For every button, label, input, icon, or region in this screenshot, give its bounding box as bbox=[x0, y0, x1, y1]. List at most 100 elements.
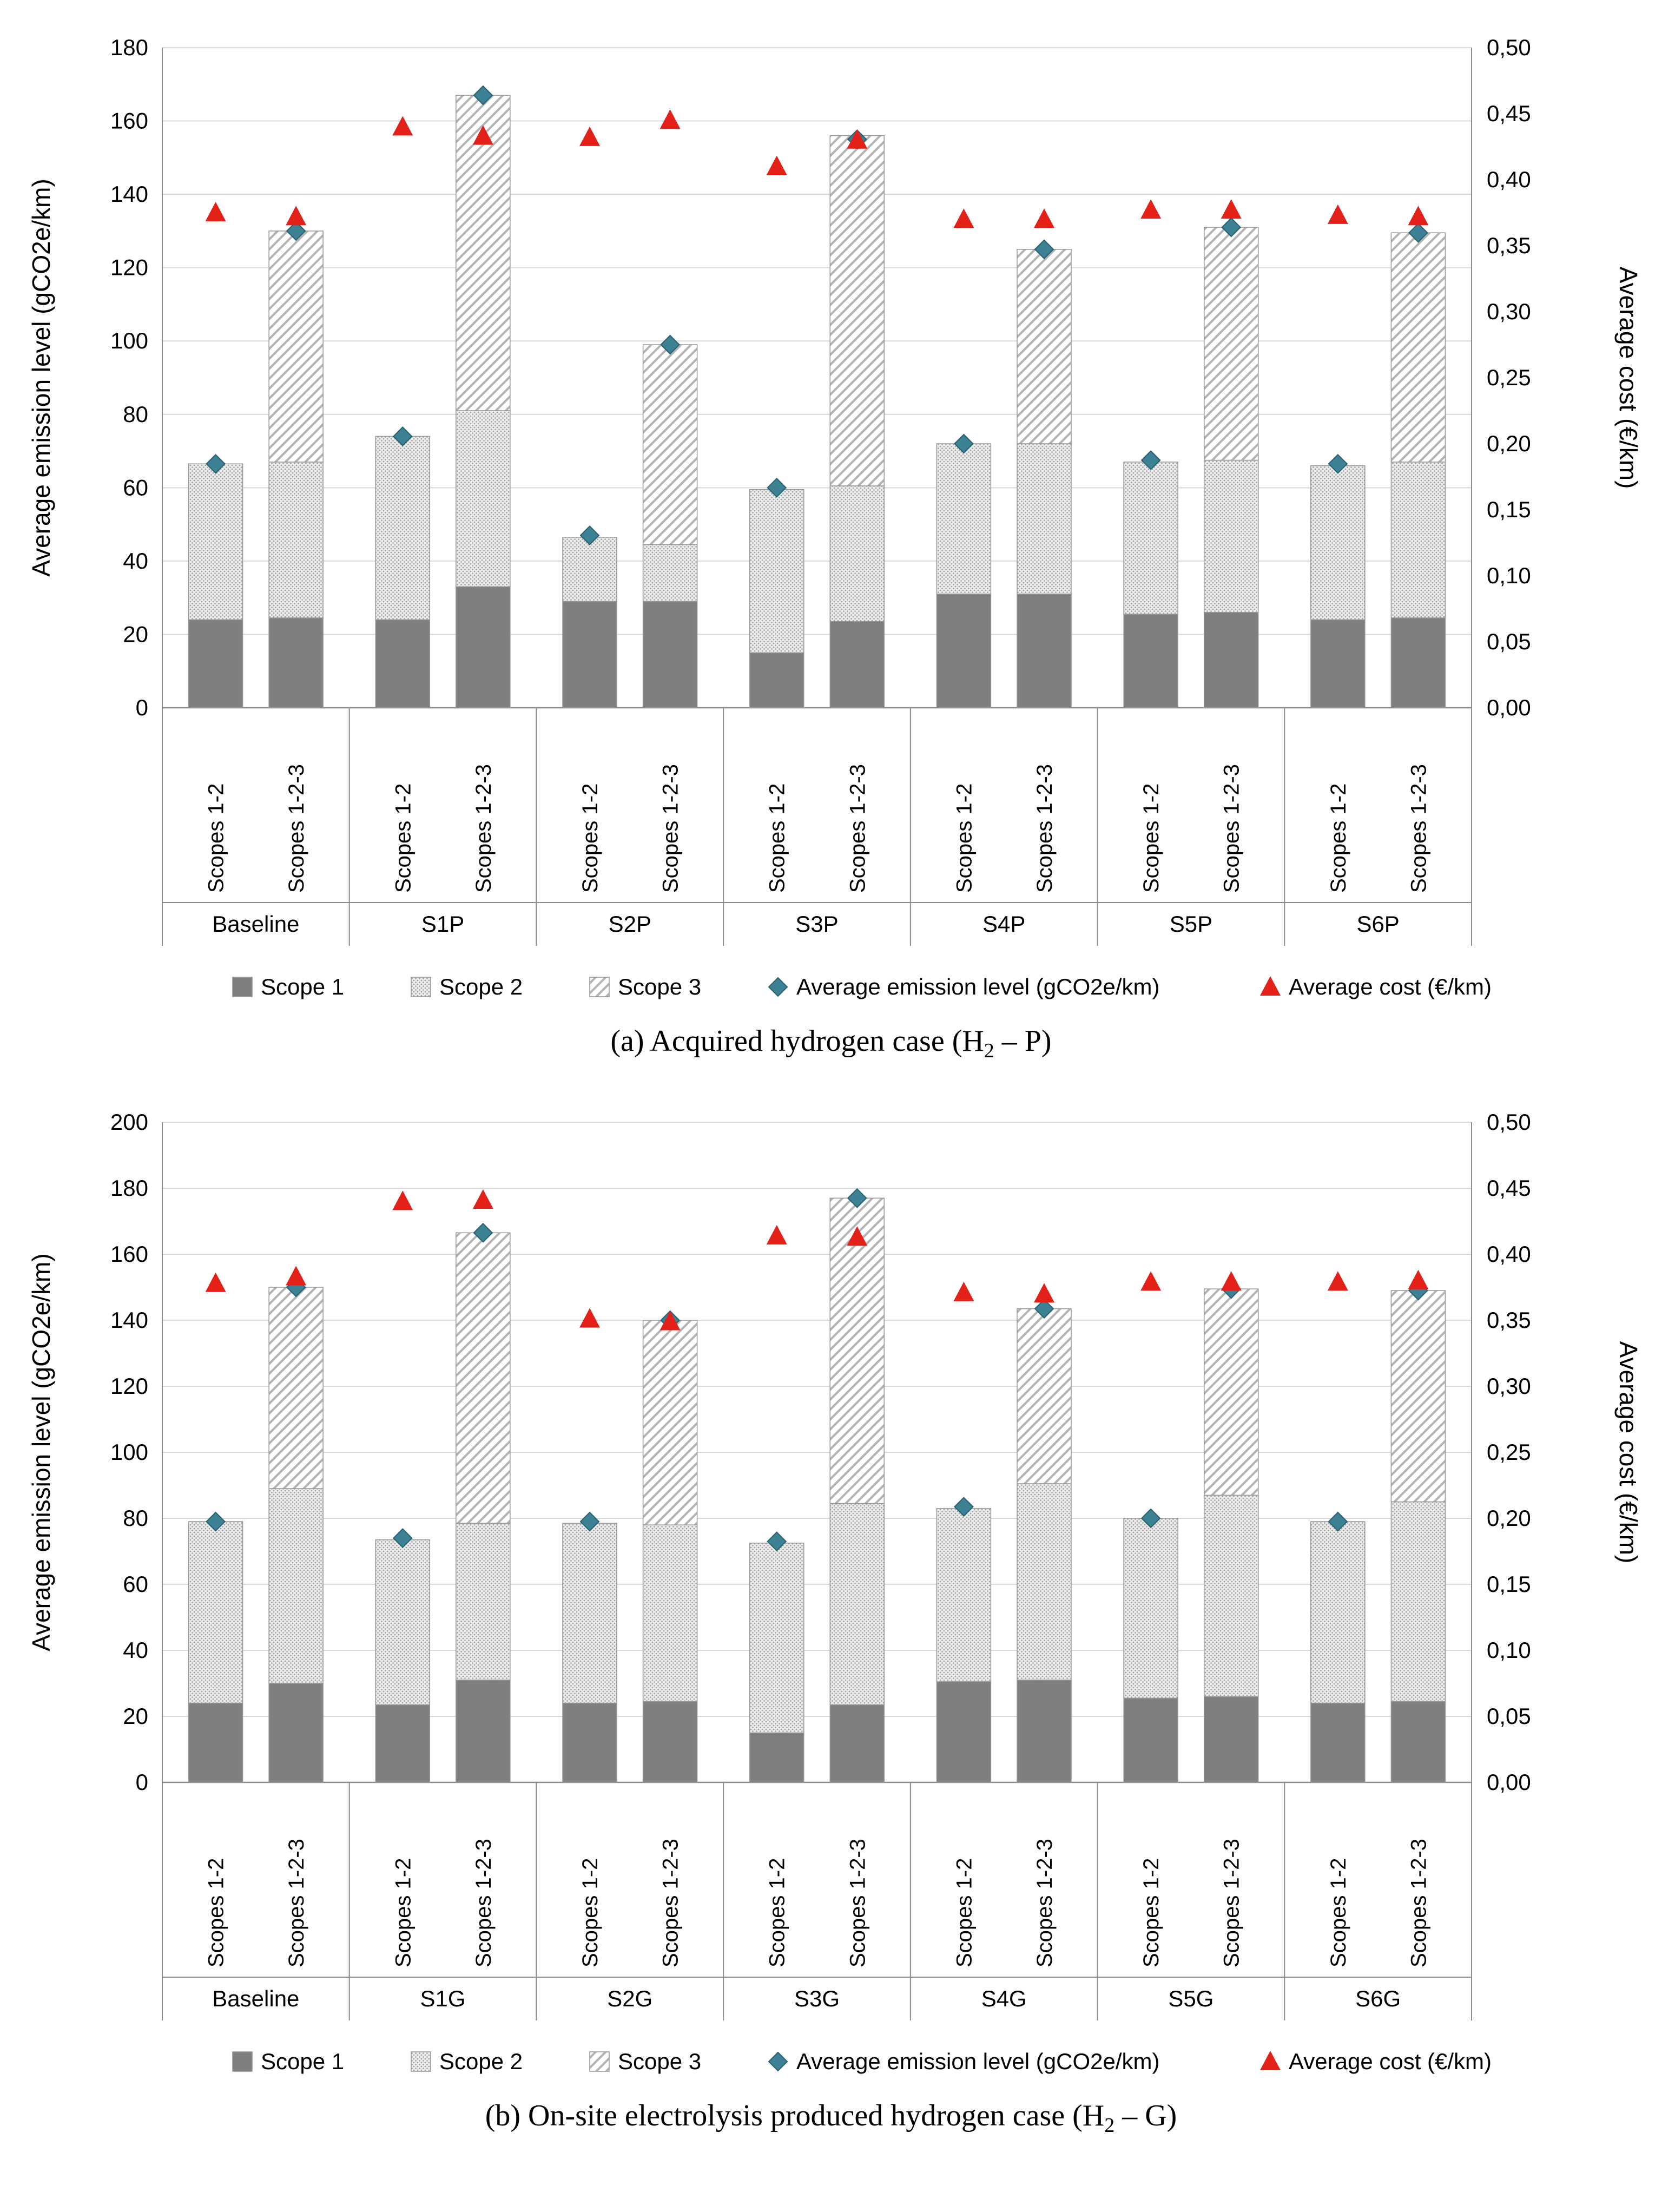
caption-text: (b) On-site electrolysis produced hydrog… bbox=[485, 2099, 1105, 2133]
bar-segment-scope2 bbox=[375, 436, 431, 621]
bar-segment-scope1 bbox=[642, 1701, 698, 1783]
bar-segment-scope1 bbox=[268, 617, 324, 708]
bar-segment-scope2 bbox=[1017, 1483, 1072, 1681]
bar-segment-scope2 bbox=[188, 463, 243, 621]
legend-label: Scope 2 bbox=[439, 2049, 523, 2074]
bar-tick-label: Scopes 1-2 bbox=[766, 1858, 789, 1967]
legend-label: Average cost (€/km) bbox=[1289, 2049, 1492, 2074]
group-label: S3G bbox=[794, 1986, 840, 2011]
right-axis-tick: 0,40 bbox=[1487, 167, 1531, 192]
group-label: S5G bbox=[1168, 1986, 1213, 2011]
left-axis-tick: 100 bbox=[110, 328, 148, 353]
bar-tick-label: Scopes 1-2-3 bbox=[472, 1839, 496, 1967]
cost-triangle-marker bbox=[847, 1226, 868, 1246]
chart-svg: 0 20 40 60 80 100 120 140 160 180 200 0,00 0,05 0,10 0… bbox=[27, 1109, 1643, 2074]
bar-tick-label: Scopes 1-2-3 bbox=[1407, 1839, 1430, 1967]
cost-triangle-marker bbox=[953, 1281, 974, 1301]
bar-segment-scope1 bbox=[1310, 619, 1366, 708]
left-axis-tick: 60 bbox=[123, 475, 148, 500]
cost-triangle-marker bbox=[286, 206, 307, 226]
cost-triangle-marker bbox=[1140, 1271, 1162, 1291]
cost-triangle-marker bbox=[1408, 206, 1429, 226]
left-axis-tick: 60 bbox=[123, 1571, 148, 1597]
bar-segment-scope2 bbox=[829, 1503, 885, 1706]
bar-segment-scope1 bbox=[375, 619, 431, 708]
right-axis-tick: 0,05 bbox=[1487, 1703, 1531, 1729]
legend-swatch-scope2 bbox=[411, 2051, 431, 2072]
cost-triangle-marker bbox=[392, 116, 413, 136]
bar-segment-scope1 bbox=[749, 1732, 804, 1783]
group-label: S6P bbox=[1356, 911, 1399, 937]
right-axis-tick: 0,25 bbox=[1487, 365, 1531, 390]
bar-tick-label: Scopes 1-2 bbox=[766, 784, 789, 893]
bar-segment-scope3 bbox=[1017, 1308, 1072, 1484]
bar-segment-scope2 bbox=[562, 537, 617, 602]
bar-segment-scope2 bbox=[1123, 1518, 1178, 1699]
left-axis-tick: 80 bbox=[123, 401, 148, 427]
cost-triangle-marker bbox=[766, 155, 787, 175]
group-label: S3P bbox=[795, 911, 838, 937]
emission-diamond-marker bbox=[767, 1531, 787, 1552]
emission-diamond-marker bbox=[206, 453, 226, 474]
left-axis-title: Average emission level (gCO2e/km) bbox=[27, 179, 55, 576]
chart-a-canvas: 0 20 40 60 80 100 120 140 160 180 0,00 0,05 0,10 0,15… bbox=[0, 10, 1662, 1016]
bar-tick-label: Scopes 1-2 bbox=[1139, 1858, 1163, 1967]
legend-label: Scope 1 bbox=[261, 2049, 344, 2074]
bar-segment-scope1 bbox=[188, 619, 243, 708]
right-axis-tick: 0,10 bbox=[1487, 1637, 1531, 1663]
bar-segment-scope1 bbox=[1123, 614, 1178, 708]
left-axis-tick: 160 bbox=[110, 1241, 148, 1267]
bar-segment-scope3 bbox=[1203, 1288, 1259, 1496]
cost-triangle-marker bbox=[1221, 199, 1242, 219]
left-axis-tick: 20 bbox=[123, 621, 148, 647]
bar-tick-label: Scopes 1-2 bbox=[1327, 1858, 1350, 1967]
right-axis-tick: 0,30 bbox=[1487, 299, 1531, 324]
emission-diamond-marker bbox=[1221, 217, 1242, 238]
group-label: Baseline bbox=[212, 911, 299, 937]
emission-diamond-marker bbox=[1034, 239, 1054, 260]
legend-emission-diamond-icon bbox=[768, 2051, 788, 2072]
legend-label: Scope 2 bbox=[439, 974, 523, 999]
bar-segment-scope2 bbox=[456, 410, 511, 588]
bar-segment-scope1 bbox=[1203, 612, 1259, 708]
left-axis-title: Average emission level (gCO2e/km) bbox=[27, 1253, 55, 1651]
chart-b: 0 20 40 60 80 100 120 140 160 180 200 0,00 0,05 0,10 0… bbox=[0, 1084, 1662, 2137]
caption-subscript: 2 bbox=[984, 1039, 994, 1063]
bar-segment-scope3 bbox=[1203, 227, 1259, 461]
emission-diamond-marker bbox=[1140, 450, 1161, 470]
legend-label: Scope 3 bbox=[618, 2049, 701, 2074]
bar-segment-scope2 bbox=[1017, 443, 1072, 595]
bar-segment-scope2 bbox=[1310, 1521, 1366, 1704]
emission-diamond-marker bbox=[473, 85, 493, 106]
bar-tick-label: Scopes 1-2 bbox=[391, 784, 415, 893]
bar-segment-scope1 bbox=[936, 1681, 992, 1783]
legend-swatch-scope1 bbox=[232, 977, 253, 997]
bar-tick-label: Scopes 1-2 bbox=[1139, 784, 1163, 893]
chart-a: 0 20 40 60 80 100 120 140 160 180 0,00 0,05 0,10 0,15… bbox=[0, 10, 1662, 1063]
cost-triangle-marker bbox=[1034, 1283, 1054, 1303]
bar-segment-scope1 bbox=[1390, 617, 1446, 708]
left-axis-tick: 120 bbox=[110, 255, 148, 280]
right-axis-tick: 0,40 bbox=[1487, 1241, 1531, 1267]
bar-segment-scope1 bbox=[562, 1703, 617, 1783]
emission-diamond-marker bbox=[847, 1188, 867, 1208]
bar-tick-label: Scopes 1-2-3 bbox=[1033, 764, 1057, 893]
right-axis-tick: 0,00 bbox=[1487, 1769, 1531, 1795]
left-axis-tick: 140 bbox=[110, 181, 148, 207]
group-label: S1G bbox=[420, 1986, 466, 2011]
emission-diamond-marker bbox=[206, 1511, 226, 1532]
caption-text: (a) Acquired hydrogen case (H bbox=[610, 1024, 984, 1058]
bar-segment-scope1 bbox=[749, 652, 804, 708]
emission-diamond-marker bbox=[767, 477, 787, 498]
bar-segment-scope1 bbox=[642, 601, 698, 708]
right-axis-tick: 0,45 bbox=[1487, 101, 1531, 126]
bar-tick-label: Scopes 1-2 bbox=[578, 784, 602, 893]
bar-tick-label: Scopes 1-2-3 bbox=[285, 764, 308, 893]
group-label: Baseline bbox=[212, 1986, 299, 2011]
bar-segment-scope1 bbox=[936, 594, 992, 708]
bar-segment-scope3 bbox=[1390, 1290, 1446, 1503]
legend-swatch-scope3 bbox=[589, 2051, 610, 2072]
bar-segment-scope3 bbox=[1390, 232, 1446, 463]
bar-segment-scope3 bbox=[642, 1320, 698, 1526]
caption-text: – P) bbox=[994, 1024, 1052, 1058]
